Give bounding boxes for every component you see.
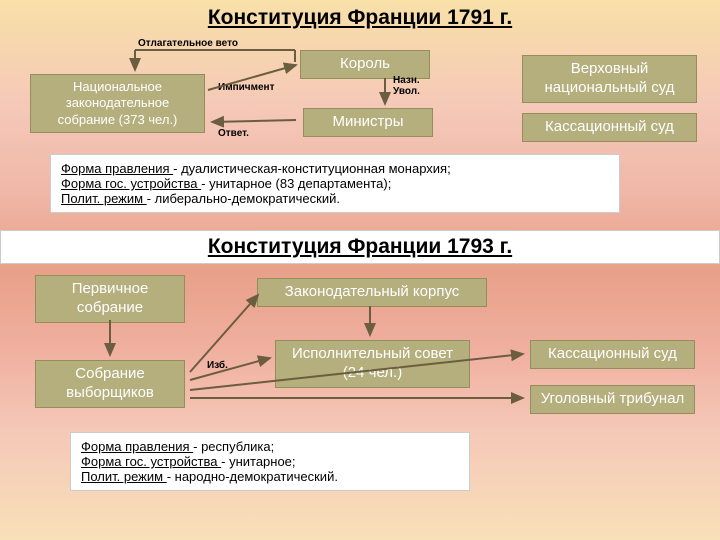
ministers-box: Министры [303,108,433,137]
n2l1: - республика; [193,439,274,454]
n2l2u: Форма гос. устройства [81,454,221,469]
primary-box: Первичное собрание [35,275,185,323]
supreme-court-box: Верховный национальный суд [522,55,697,103]
n2l3: - народно-демократический. [167,469,338,484]
n1l2u: Форма гос. устройства [61,176,201,191]
n1l1u: Форма правления [61,161,173,176]
electors-box: Собрание выборщиков [35,360,185,408]
legis-box: Законодательный корпус [257,278,487,307]
criminal-tribunal-box: Уголовный трибунал [530,385,695,414]
elect-label: Изб. [207,360,228,371]
n2l3u: Полит. режим [81,469,167,484]
n1l3: - либерально-демократический. [147,191,340,206]
title-1791: Конституция Франции 1791 г. [0,6,720,30]
notes-1793: Форма правления - республика; Форма гос.… [70,432,470,491]
notes-1791: Форма правления - дуалистическая-констит… [50,154,620,213]
exec-box: Исполнительный совет (24 чел.) [275,340,470,388]
answer-label: Ответ. [218,128,249,139]
veto-label: Отлагательное вето [138,38,238,49]
n2l1u: Форма правления [81,439,193,454]
cassation-court-box: Кассационный суд [522,113,697,142]
n2l2: - унитарное; [221,454,295,469]
n1l1: - дуалистическая-конституционная монархи… [173,161,451,176]
impeach-label: Импичмент [218,82,274,93]
title-1793: Конституция Франции 1793 г. [0,230,720,264]
n1l3u: Полит. режим [61,191,147,206]
assembly-box: Национальное законодательное собрание (3… [30,74,205,133]
appoint-label: Назн. Увол. [393,75,433,97]
cassation-court2-box: Кассационный суд [530,340,695,369]
n1l2: - унитарное (83 департамента); [201,176,391,191]
